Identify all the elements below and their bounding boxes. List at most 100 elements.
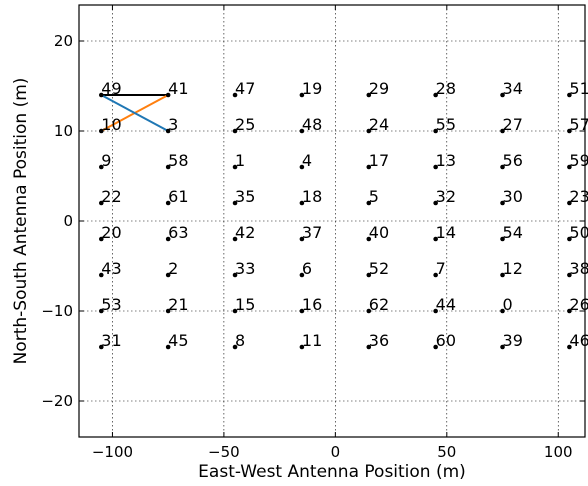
antenna-label: 0 <box>503 295 513 314</box>
antenna-marker <box>433 308 438 314</box>
antenna-marker <box>98 200 104 206</box>
antenna-marker <box>433 200 438 206</box>
antenna-marker <box>299 200 305 206</box>
antenna-marker <box>98 308 104 314</box>
antenna-marker <box>366 92 372 98</box>
antenna-label: 52 <box>369 259 389 278</box>
antenna-marker <box>366 200 372 206</box>
antenna-label: 18 <box>302 187 322 206</box>
antenna-marker <box>165 164 171 170</box>
antenna-label: 44 <box>436 295 456 314</box>
x-tick-label: −50 <box>208 443 240 461</box>
antenna-label: 38 <box>569 259 588 278</box>
antenna-marker <box>165 200 171 206</box>
antenna-marker <box>366 164 372 170</box>
antenna-marker <box>433 272 438 278</box>
antenna-label: 57 <box>569 115 588 134</box>
antenna-label: 16 <box>302 295 322 314</box>
antenna-marker <box>299 92 305 98</box>
antenna-label: 37 <box>302 223 322 242</box>
antenna-label: 13 <box>436 151 456 170</box>
y-tick-label: −20 <box>41 392 73 410</box>
antenna-marker <box>567 308 572 314</box>
antenna-label: 10 <box>101 115 121 134</box>
antenna-label: 2 <box>168 259 178 278</box>
y-axis-title: North-South Antenna Position (m) <box>11 78 31 365</box>
antenna-marker <box>98 236 104 242</box>
antenna-label: 58 <box>168 151 188 170</box>
antenna-label: 8 <box>235 331 245 350</box>
antenna-label: 19 <box>302 79 322 98</box>
antenna-label: 33 <box>235 259 255 278</box>
antenna-label: 60 <box>436 331 456 350</box>
antenna-label: 5 <box>369 187 379 206</box>
antenna-label: 59 <box>569 151 588 170</box>
antenna-marker <box>567 164 572 170</box>
antenna-marker <box>567 92 572 98</box>
antenna-marker <box>500 308 505 314</box>
antenna-marker <box>500 128 505 134</box>
antenna-marker <box>299 236 305 242</box>
antenna-marker <box>567 200 572 206</box>
antenna-label: 48 <box>302 115 322 134</box>
antenna-marker <box>299 164 305 170</box>
antenna-marker <box>366 128 372 134</box>
antenna-label: 56 <box>503 151 523 170</box>
antenna-label: 17 <box>369 151 389 170</box>
antenna-label: 36 <box>369 331 389 350</box>
antenna-marker <box>500 236 505 242</box>
x-tick-label: 100 <box>544 443 573 461</box>
x-tick-label: 50 <box>437 443 456 461</box>
antenna-label: 21 <box>168 295 188 314</box>
antenna-label: 46 <box>569 331 588 350</box>
antenna-label: 29 <box>369 79 389 98</box>
baseline-line <box>100 94 169 132</box>
y-tick-label: 10 <box>54 122 73 140</box>
antenna-marker <box>232 344 238 350</box>
antenna-label: 1 <box>235 151 245 170</box>
antenna-label: 9 <box>101 151 111 170</box>
antenna-marker <box>165 236 171 242</box>
antenna-label: 63 <box>168 223 188 242</box>
antenna-label: 30 <box>503 187 523 206</box>
antenna-label: 20 <box>101 223 121 242</box>
antenna-label: 53 <box>101 295 121 314</box>
grid-layer <box>79 5 585 437</box>
antenna-marker <box>500 200 505 206</box>
antenna-label: 62 <box>369 295 389 314</box>
antenna-label: 40 <box>369 223 389 242</box>
antenna-label: 61 <box>168 187 188 206</box>
x-axis-title: East-West Antenna Position (m) <box>198 462 466 482</box>
antenna-marker <box>500 92 505 98</box>
antenna-marker <box>366 308 372 314</box>
antenna-label: 26 <box>569 295 588 314</box>
antenna-label: 3 <box>168 115 178 134</box>
antenna-marker <box>433 236 438 242</box>
y-tick-label: 0 <box>63 212 73 230</box>
antenna-label: 23 <box>569 187 588 206</box>
antenna-marker <box>232 308 238 314</box>
antenna-marker <box>500 164 505 170</box>
antenna-marker <box>299 344 305 350</box>
antenna-label: 27 <box>503 115 523 134</box>
antenna-label: 43 <box>101 259 121 278</box>
antenna-label: 12 <box>503 259 523 278</box>
antenna-marker <box>232 200 238 206</box>
antenna-label: 15 <box>235 295 255 314</box>
antenna-label: 31 <box>101 331 121 350</box>
antenna-label: 51 <box>569 79 588 98</box>
antenna-label: 25 <box>235 115 255 134</box>
antenna-marker <box>366 344 372 350</box>
antenna-marker <box>165 272 171 278</box>
antenna-label: 11 <box>302 331 322 350</box>
baseline-layer <box>100 94 169 132</box>
antenna-marker <box>366 272 372 278</box>
antenna-marker <box>232 272 238 278</box>
antenna-marker <box>433 92 438 98</box>
antenna-label: 35 <box>235 187 255 206</box>
antenna-label: 41 <box>168 79 188 98</box>
antenna-marker <box>433 164 438 170</box>
antenna-marker <box>567 128 572 134</box>
